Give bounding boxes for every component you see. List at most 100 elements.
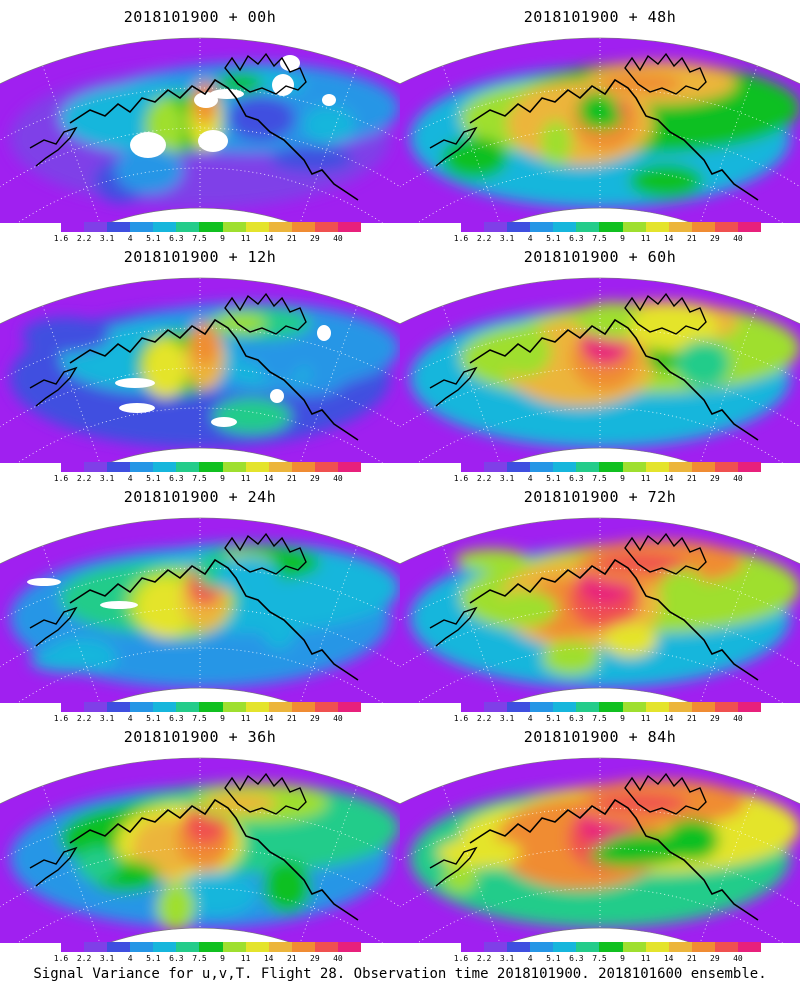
coastline <box>469 78 759 201</box>
colorbar <box>61 462 362 472</box>
colorbar-label: 11 <box>240 714 251 723</box>
colorbar-swatch <box>245 942 269 952</box>
colorbar-label: 1.6 <box>453 234 469 243</box>
colorbar-swatch <box>668 222 692 232</box>
colorbar-swatch <box>199 222 223 232</box>
colorbar-swatch <box>84 702 108 712</box>
colorbar <box>61 702 362 712</box>
colorbar-label: 1.6 <box>53 714 69 723</box>
colorbar-label: 14 <box>263 234 274 243</box>
colorbar-swatch <box>714 462 738 472</box>
colorbar-swatch <box>599 702 623 712</box>
colorbar-label: 1.6 <box>453 474 469 483</box>
colorbar-swatch <box>737 702 762 712</box>
colorbar-label: 2.2 <box>476 954 492 963</box>
colorbar-label: 29 <box>310 234 320 243</box>
map-field <box>0 757 400 943</box>
colorbar-label: 2.2 <box>476 474 492 483</box>
colorbar-label: 1.6 <box>53 474 69 483</box>
map-field <box>400 37 800 223</box>
colorbar-label: 6.3 <box>169 714 184 723</box>
colorbar-swatch <box>553 702 577 712</box>
colorbar-swatch <box>61 462 85 472</box>
colorbar-label: 7.5 <box>192 954 207 963</box>
colorbar-swatch <box>691 942 715 952</box>
colorbar-label: 9 <box>220 954 225 963</box>
colorbar-label: 7.5 <box>192 234 207 243</box>
colorbar-swatch <box>130 942 154 952</box>
colorbar-swatch <box>576 702 600 712</box>
colorbar-swatch <box>714 702 738 712</box>
colorbar-swatch <box>107 942 131 952</box>
colorbar-label: 11 <box>240 234 251 243</box>
panel-title: 2018101900 + 84h <box>523 728 677 746</box>
colorbar-swatch <box>222 942 246 952</box>
colorbar-label: 3.1 <box>99 474 115 483</box>
panel-title: 2018101900 + 12h <box>123 248 277 266</box>
map-field <box>400 517 800 703</box>
colorbar-swatch <box>461 222 485 232</box>
colorbar-swatch <box>622 702 646 712</box>
coastline <box>69 798 359 921</box>
colorbar-labels: 1.6 2.2 3.1 4 5.1 6.3 7.5 9 11 14 21 29 40 <box>454 474 761 486</box>
colorbar-swatch <box>507 942 531 952</box>
colorbar-swatch <box>691 702 715 712</box>
asia-coastline <box>29 606 78 647</box>
colorbar-label: 4 <box>127 234 133 243</box>
coastline <box>69 558 359 681</box>
colorbar-label: 11 <box>640 474 651 483</box>
colorbar-swatch <box>576 942 600 952</box>
colorbar-swatch <box>222 222 246 232</box>
colorbar-label: 2.2 <box>76 714 92 723</box>
colorbar-label: 9 <box>620 954 625 963</box>
colorbar-label: 2.2 <box>76 234 92 243</box>
colorbar-swatch <box>245 462 269 472</box>
variance-map <box>0 37 400 223</box>
colorbar-label: 4 <box>527 954 533 963</box>
map-field <box>0 517 400 703</box>
colorbar-label: 4 <box>527 474 533 483</box>
colorbar-swatch <box>153 462 177 472</box>
colorbar-swatch <box>291 942 315 952</box>
colorbar-label: 29 <box>310 714 320 723</box>
arctic-islands <box>224 532 307 575</box>
colorbar-swatch <box>176 702 200 712</box>
colorbar-label: 29 <box>710 714 720 723</box>
colorbar-swatch <box>107 462 131 472</box>
colorbar-swatch <box>507 222 531 232</box>
colorbar-label: 6.3 <box>569 954 584 963</box>
colorbar-swatch <box>668 942 692 952</box>
colorbar-swatch <box>314 462 338 472</box>
colorbar-swatch <box>61 222 85 232</box>
colorbar-swatch <box>107 702 131 712</box>
asia-coastline <box>429 846 478 887</box>
colorbar-swatch <box>107 222 131 232</box>
colorbar-swatch <box>61 942 85 952</box>
map-field <box>400 277 800 463</box>
colorbar-label: 7.5 <box>592 234 607 243</box>
asia-coastline <box>29 846 78 887</box>
colorbar-label: 14 <box>663 714 674 723</box>
colorbar-swatch <box>576 462 600 472</box>
colorbar-label: 7.5 <box>192 714 207 723</box>
colorbar-label: 3.1 <box>99 234 115 243</box>
colorbar-swatch <box>461 702 485 712</box>
coastline <box>469 798 759 921</box>
colorbar-swatch <box>291 222 315 232</box>
colorbar-label: 29 <box>710 234 720 243</box>
colorbar-swatch <box>530 222 554 232</box>
colorbar-swatch <box>268 702 292 712</box>
map-panel: 2018101900 + 84h 1.6 2.2 3.1 4 5.1 6.3 7.5 9 11 14… <box>400 720 800 970</box>
colorbar-swatch <box>268 222 292 232</box>
colorbar-swatch <box>176 942 200 952</box>
colorbar-swatch <box>599 942 623 952</box>
colorbar-label: 40 <box>333 954 343 963</box>
colorbar-label: 1.6 <box>453 954 469 963</box>
map-panel: 2018101900 + 72h 1.6 2.2 3.1 4 5.1 6.3 7.5 9 11 14… <box>400 480 800 730</box>
colorbar-label: 29 <box>310 474 320 483</box>
colorbar-label: 6.3 <box>569 474 584 483</box>
colorbar-label: 6.3 <box>169 954 184 963</box>
colorbar-label: 5.1 <box>546 954 561 963</box>
map-panel: 2018101900 + 12h 1.6 2.2 3.1 4 5.1 6.3 7.5 9 11 14… <box>0 240 400 490</box>
colorbar-swatch <box>576 222 600 232</box>
